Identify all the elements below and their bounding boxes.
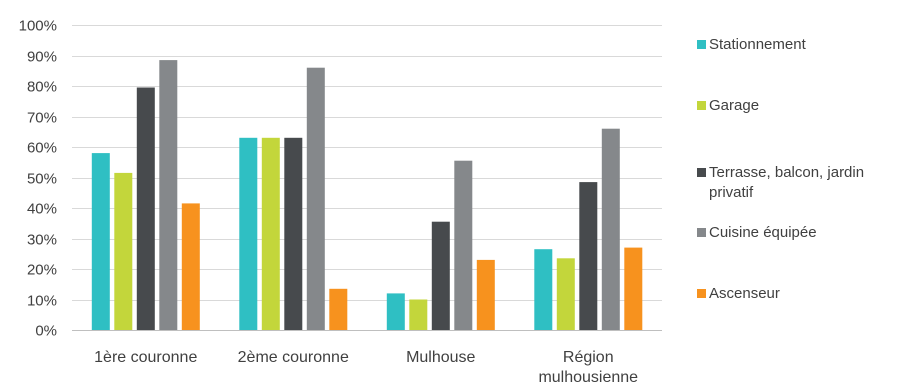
legend-swatch: [697, 228, 706, 237]
bar: [261, 137, 280, 330]
y-tick-label: 90%: [27, 49, 57, 66]
legend-label: Cuisine équipée: [709, 224, 817, 241]
bar: [306, 67, 325, 330]
legend-swatch: [697, 289, 706, 298]
bar: [431, 221, 450, 330]
legend-item: Cuisine équipée: [697, 224, 817, 241]
legend-item: Garage: [697, 97, 759, 114]
legend-label: Garage: [709, 97, 759, 114]
bar: [181, 203, 200, 330]
x-category-label: 2ème couronne: [238, 349, 349, 366]
x-category-label: Région mulhousienne: [538, 349, 638, 386]
bar: [579, 182, 598, 330]
bar: [601, 128, 620, 330]
bar: [454, 160, 473, 330]
y-axis-ticks: 0% 10% 20% 30% 40% 50% 60% 70% 80% 90% 100%: [19, 18, 57, 340]
legend-label: Stationnement: [709, 36, 807, 53]
y-tick-label: 80%: [27, 79, 57, 96]
x-category-label: Mulhouse: [406, 349, 475, 366]
y-tick-label: 40%: [27, 201, 57, 218]
bar: [91, 153, 110, 330]
bar: [556, 258, 575, 330]
bar: [136, 87, 155, 330]
y-tick-label: 60%: [27, 140, 57, 157]
legend: Stationnement Garage Terrasse, balcon, jar…: [697, 36, 864, 302]
y-tick-label: 10%: [27, 293, 57, 310]
bar: [476, 259, 495, 330]
legend-label: Terrasse, balcon, jardin privatif: [709, 164, 864, 201]
bar: [329, 288, 348, 330]
legend-swatch: [697, 101, 706, 110]
bar: [386, 293, 405, 330]
y-tick-label: 100%: [19, 18, 57, 35]
y-tick-label: 20%: [27, 262, 57, 279]
legend-label: Ascenseur: [709, 285, 780, 302]
y-tick-label: 30%: [27, 232, 57, 249]
bar: [409, 299, 428, 330]
legend-item: Stationnement: [697, 36, 807, 53]
x-axis-categories: 1ère couronne 2ème couronne Mulhouse Région…: [94, 349, 638, 386]
bar: [624, 247, 643, 330]
bars: [91, 60, 643, 330]
bar: [159, 60, 178, 330]
legend-swatch: [697, 40, 706, 49]
y-tick-label: 70%: [27, 110, 57, 127]
bar: [239, 137, 258, 330]
y-tick-label: 50%: [27, 171, 57, 188]
bar: [114, 172, 133, 330]
y-tick-label: 0%: [35, 323, 57, 340]
legend-item: Terrasse, balcon, jardin privatif: [697, 164, 864, 201]
legend-item: Ascenseur: [697, 285, 780, 302]
x-category-label: 1ère couronne: [94, 349, 197, 366]
bar: [284, 137, 303, 330]
legend-swatch: [697, 168, 706, 177]
bar: [534, 249, 553, 330]
